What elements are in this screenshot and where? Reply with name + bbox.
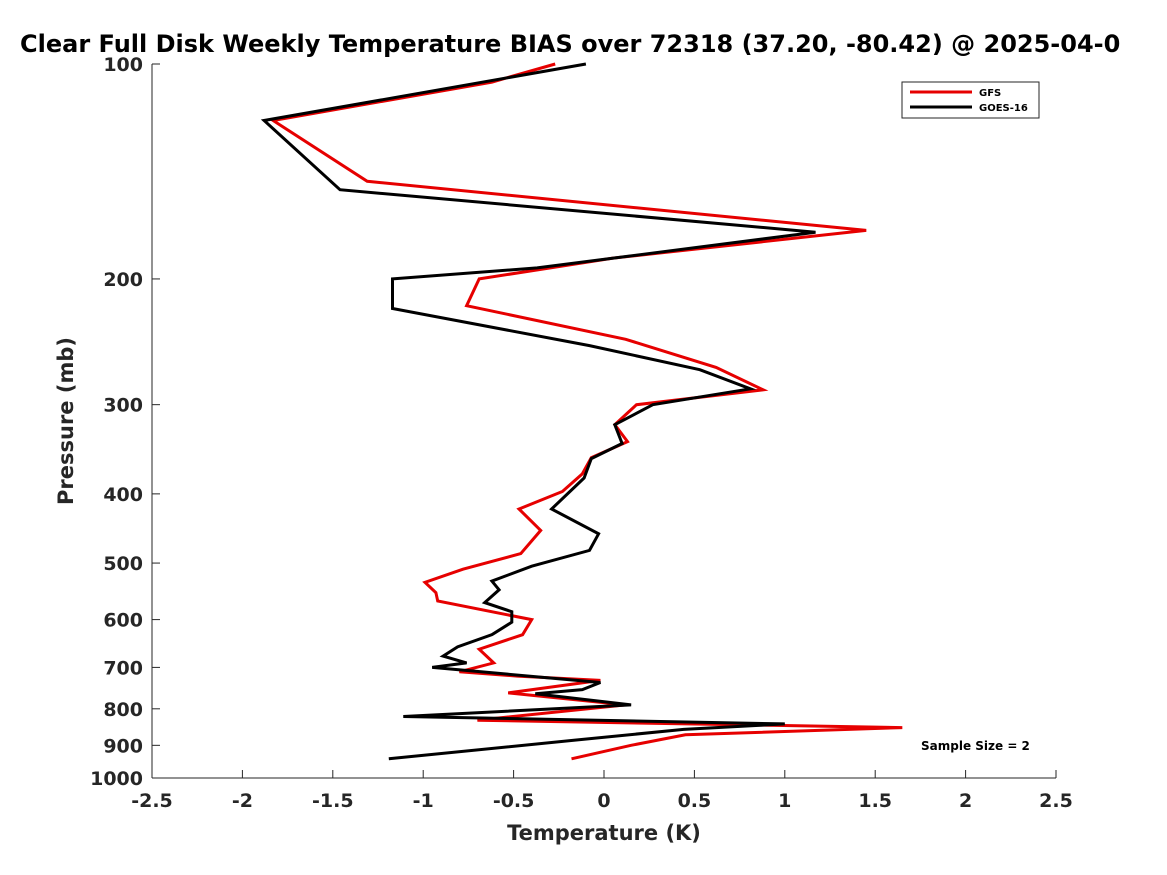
y-tick-label: 400	[103, 484, 143, 506]
y-tick-label: 300	[103, 395, 143, 417]
chart-title: Clear Full Disk Weekly Temperature BIAS …	[20, 30, 1120, 58]
x-tick-label: -0.5	[493, 790, 535, 812]
sample-size-annotation: Sample Size = 2	[921, 739, 1030, 753]
x-tick-label: 0	[597, 790, 610, 812]
x-tick-label: 1	[778, 790, 791, 812]
x-tick-group: -2.5 -2 -1.5 -1 -0.5 0 0.5 1 1.5 2 2.5	[131, 770, 1073, 812]
y-tick-group: 100 200 300 400 500 600 700 800 900 1000	[90, 54, 160, 790]
legend-box	[901, 81, 1040, 119]
legend: GFS GOES-16	[901, 81, 1040, 119]
legend-label-goes16: GOES-16	[979, 103, 1028, 114]
x-tick-label: -1.5	[312, 790, 354, 812]
series-line-goes16	[260, 62, 816, 761]
y-tick-label: 800	[103, 699, 143, 721]
y-tick-label: 500	[103, 553, 143, 575]
x-tick-label: -2.5	[131, 790, 173, 812]
y-tick-label: 700	[103, 657, 143, 679]
x-tick-label: -2	[232, 790, 253, 812]
x-tick-label: 2.5	[1039, 790, 1073, 812]
y-tick-label: 200	[103, 269, 143, 291]
x-tick-label: -1	[413, 790, 434, 812]
x-axis-label: Temperature (K)	[507, 821, 701, 845]
y-axis-label: Pressure (mb)	[54, 337, 78, 505]
y-tick-label: 900	[103, 735, 143, 757]
series-line-gfs	[269, 62, 903, 761]
y-tick-label: 100	[103, 54, 143, 76]
legend-label-gfs: GFS	[979, 88, 1001, 99]
y-tick-label: 1000	[90, 768, 143, 790]
x-tick-label: 0.5	[678, 790, 712, 812]
x-tick-label: 2	[959, 790, 972, 812]
series-lines	[260, 62, 903, 761]
x-tick-label: 1.5	[858, 790, 892, 812]
y-tick-label: 600	[103, 610, 143, 632]
